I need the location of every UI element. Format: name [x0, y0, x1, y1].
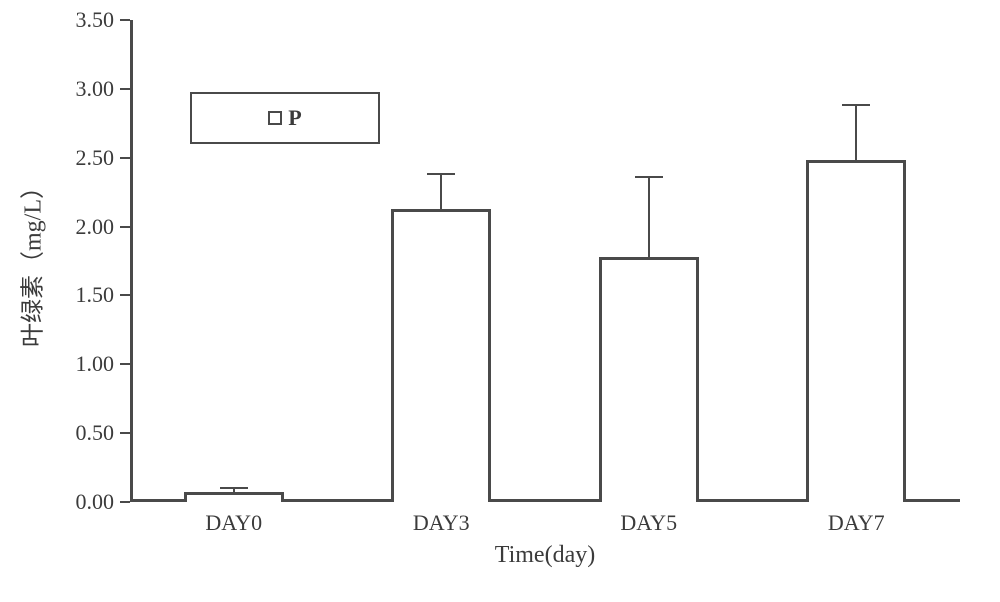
y-tick-label: 1.00	[0, 351, 114, 377]
error-bar-cap	[635, 176, 663, 178]
error-bar-cap	[427, 173, 455, 175]
y-tick-mark	[120, 501, 130, 503]
y-tick-label: 3.00	[0, 76, 114, 102]
legend-swatch-icon	[268, 111, 282, 125]
x-tick-label: DAY3	[413, 510, 470, 536]
y-tick-mark	[120, 363, 130, 365]
y-tick-mark	[120, 226, 130, 228]
y-tick-mark	[120, 432, 130, 434]
y-tick-mark	[120, 88, 130, 90]
x-tick-label: DAY7	[828, 510, 885, 536]
y-tick-mark	[120, 157, 130, 159]
y-tick-label: 1.50	[0, 282, 114, 308]
error-bar-cap	[842, 104, 870, 106]
bar	[599, 257, 699, 502]
y-tick-label: 2.50	[0, 145, 114, 171]
bar-chart: 叶绿素（mg/L） Time(day) P 0.00 0.50 1.00 1.50 2.…	[0, 0, 1000, 602]
y-tick-label: 0.00	[0, 489, 114, 515]
y-tick-mark	[120, 294, 130, 296]
error-bar-cap	[220, 487, 248, 489]
x-tick-label: DAY5	[620, 510, 677, 536]
legend: P	[190, 92, 380, 144]
error-bar	[440, 174, 442, 208]
y-tick-mark	[120, 19, 130, 21]
y-axis-label: 叶绿素（mg/L）	[13, 175, 48, 347]
y-tick-label: 0.50	[0, 420, 114, 446]
legend-label: P	[288, 105, 301, 131]
y-tick-label: 2.00	[0, 214, 114, 240]
bar	[391, 209, 491, 502]
y-tick-label: 3.50	[0, 7, 114, 33]
bar	[184, 492, 284, 502]
error-bar	[648, 177, 650, 257]
bar	[806, 160, 906, 502]
x-tick-label: DAY0	[205, 510, 262, 536]
error-bar	[855, 105, 857, 160]
x-axis-label: Time(day)	[495, 542, 595, 569]
